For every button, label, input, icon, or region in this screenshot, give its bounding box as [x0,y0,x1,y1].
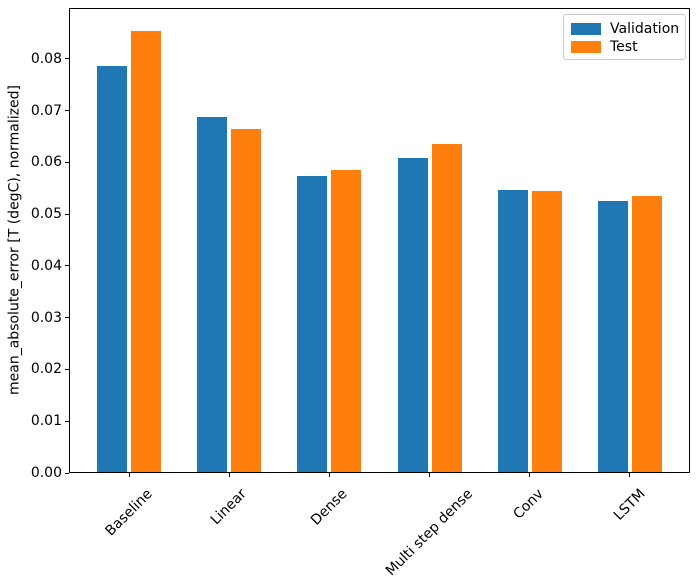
bar-validation-conv [497,190,528,472]
bar-test-conv [531,191,562,472]
x-tick-mark [529,473,531,477]
x-tick-label: Baseline [102,486,156,540]
y-tick-label: 0.03 [30,309,62,326]
bar-test-dense [331,170,362,472]
y-tick-mark [65,368,69,370]
y-tick-label: 0.05 [30,206,62,223]
legend-entry-validation: Validation [571,20,685,38]
x-tick-mark [228,473,230,477]
y-tick-label: 0.02 [30,361,62,378]
bar-test-linear [231,129,262,472]
bar-validation-multi-step-dense [397,158,428,472]
y-tick-mark [65,420,69,422]
bar-validation-linear [197,117,228,472]
bar-test-lstm [631,195,662,472]
y-tick-label: 0.01 [30,413,62,430]
y-tick-label: 0.06 [30,154,62,171]
bar-test-multi-step-dense [431,144,462,472]
y-tick-mark [65,265,69,267]
y-tick-mark [65,161,69,163]
bar-validation-lstm [597,201,628,472]
x-tick-label: Conv [510,486,548,523]
legend-label-test: Test [610,38,638,55]
legend-swatch-validation [571,23,601,35]
legend-entry-test: Test [571,38,685,56]
y-tick-mark [65,213,69,215]
y-tick-label: 0.07 [30,102,62,119]
legend: Validation Test [563,14,686,60]
x-tick-mark [429,473,431,477]
y-tick-mark [65,472,69,474]
x-tick-label: Linear [207,486,250,529]
y-tick-label: 0.00 [30,465,62,481]
legend-swatch-test [571,41,601,53]
plot-area [69,8,690,473]
y-axis-label: mean_absolute_error [T (degC), normalize… [6,85,23,395]
x-tick-label: Multi step dense [382,486,476,580]
y-tick-label: 0.08 [30,50,62,67]
y-tick-mark [65,58,69,60]
y-tick-mark [65,317,69,319]
bar-test-baseline [131,30,162,472]
x-tick-label: LSTM [610,486,649,524]
x-tick-mark [128,473,130,477]
x-tick-label: Dense [307,486,351,529]
bar-validation-baseline [97,65,128,472]
x-tick-mark [629,473,631,477]
y-tick-label: 0.04 [30,257,62,274]
x-tick-mark [328,473,330,477]
legend-label-validation: Validation [610,20,680,37]
y-tick-mark [65,110,69,112]
bar-validation-dense [297,176,328,472]
